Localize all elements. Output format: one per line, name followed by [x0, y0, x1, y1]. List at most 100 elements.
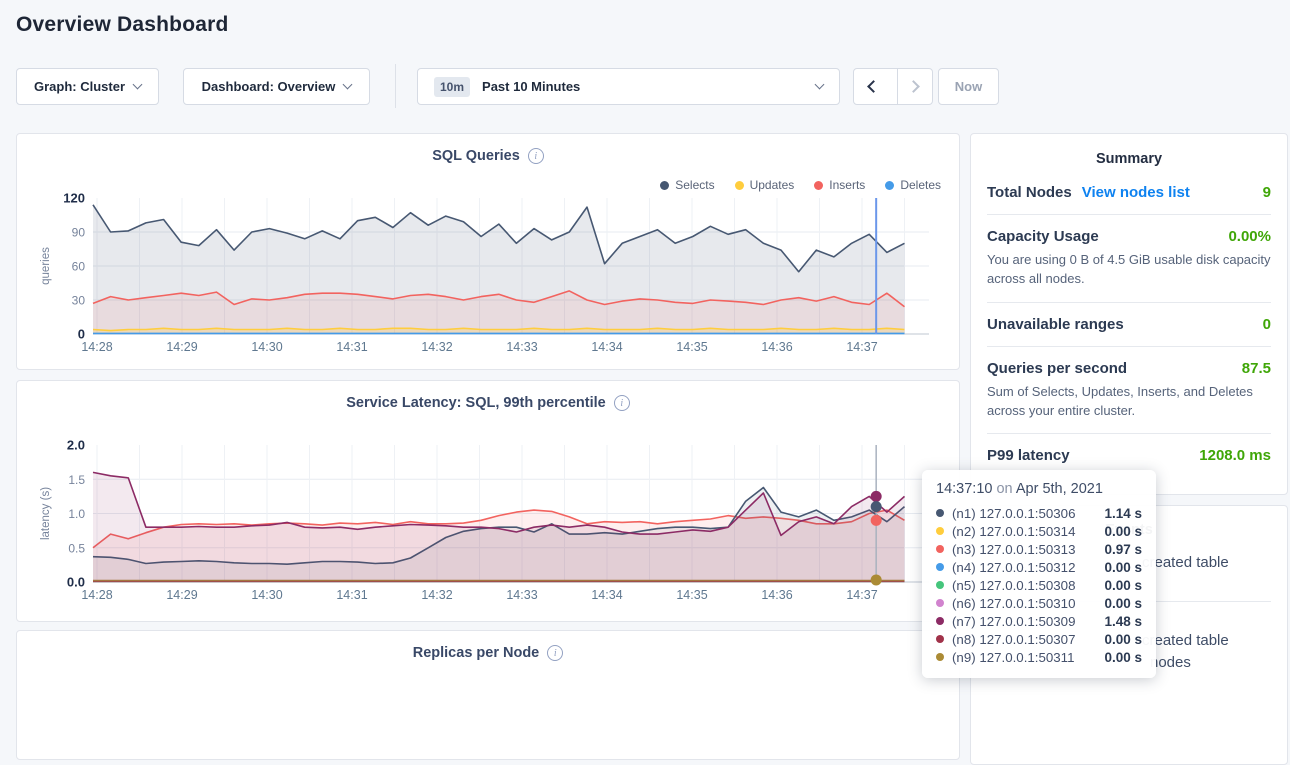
legend-item-selects: Selects — [660, 178, 715, 192]
sql-queries-chart[interactable]: 14:28 14:29 14:30 14:31 14:32 14:33 14:34 14:35… — [33, 188, 945, 358]
summary-title: Summary — [1095, 151, 1163, 167]
svg-text:14:29: 14:29 — [166, 588, 197, 602]
legend-dot — [885, 180, 895, 190]
svg-text:14:32: 14:32 — [421, 340, 452, 354]
tooltip-row: (n5) 127.0.0.1:50308 0.00 s — [936, 576, 1142, 594]
svg-text:0.0: 0.0 — [67, 575, 85, 590]
legend-dot — [814, 180, 824, 190]
time-step-buttons — [853, 68, 933, 105]
event-item[interactable]: nodes — [1150, 654, 1191, 671]
dashboard-label: Dashboard: Overview — [201, 79, 336, 94]
svg-text:14:34: 14:34 — [591, 340, 622, 354]
service-latency-title: Service Latency: SQL, 99th percentile — [346, 395, 606, 411]
series-dot — [936, 581, 944, 589]
legend-dot — [734, 180, 744, 190]
summary-label: Capacity Usage — [987, 228, 1099, 245]
tooltip-row: (n6) 127.0.0.1:50310 0.00 s — [936, 594, 1142, 612]
caret-left-icon — [866, 80, 880, 93]
replicas-per-node-title: Replicas per Node — [412, 645, 540, 661]
time-range-dropdown[interactable]: 10m Past 10 Minutes — [417, 68, 840, 105]
svg-text:14:35: 14:35 — [676, 588, 707, 602]
svg-text:14:37: 14:37 — [846, 588, 877, 602]
svg-text:1.0: 1.0 — [68, 507, 85, 521]
info-icon[interactable]: i — [547, 645, 564, 661]
chart-hover-tooltip: 14:37:10 on Apr 5th, 2021 (n1) 127.0.0.1… — [922, 470, 1156, 678]
svg-text:14:28: 14:28 — [81, 588, 112, 602]
now-button[interactable]: Now — [938, 68, 999, 105]
svg-text:30: 30 — [72, 294, 86, 308]
summary-description: You are using 0 B of 4.5 GiB usable disk… — [987, 252, 1271, 286]
time-range-label: Past 10 Minutes — [482, 79, 581, 94]
tooltip-row: (n3) 127.0.0.1:50313 0.97 s — [936, 540, 1142, 558]
svg-text:14:33: 14:33 — [506, 340, 537, 354]
tooltip-row: (n7) 127.0.0.1:50309 1.48 s — [936, 612, 1142, 630]
series-dot — [936, 545, 944, 553]
summary-panel: Summary Total Nodes View nodes list 9 Ca… — [970, 133, 1288, 495]
summary-value: 0.00% — [1228, 228, 1271, 245]
series-dot — [936, 599, 944, 607]
tooltip-row: (n2) 127.0.0.1:50314 0.00 s — [936, 522, 1142, 540]
series-dot — [936, 635, 944, 643]
tooltip-row: (n4) 127.0.0.1:50312 0.00 s — [936, 558, 1142, 576]
time-next-button[interactable] — [897, 69, 932, 104]
info-icon[interactable]: i — [527, 148, 544, 164]
legend-item-updates: Updates — [734, 178, 794, 192]
svg-text:1.5: 1.5 — [68, 473, 85, 487]
caret-right-icon — [906, 80, 920, 93]
info-icon[interactable]: i — [613, 395, 630, 411]
sql-queries-legend: Selects Updates Inserts Deletes — [660, 178, 941, 192]
view-nodes-list-link[interactable]: View nodes list — [1081, 184, 1190, 201]
chevron-down-icon — [132, 79, 143, 90]
overview-dashboard-page: { "header": { "title": "Overview Dashboa… — [16, 13, 1288, 765]
graph-scope-dropdown[interactable]: Graph: Cluster — [16, 68, 159, 105]
svg-text:90: 90 — [72, 226, 86, 240]
svg-text:14:29: 14:29 — [166, 340, 197, 354]
summary-value: 0 — [1262, 315, 1271, 333]
series-dot — [936, 527, 944, 535]
summary-label: P99 latency — [987, 447, 1070, 465]
svg-text:14:36: 14:36 — [761, 588, 792, 602]
series-dot — [936, 617, 944, 625]
svg-text:2.0: 2.0 — [67, 438, 85, 453]
tooltip-row: (n8) 127.0.0.1:50307 0.00 s — [936, 630, 1142, 648]
controls-divider — [395, 64, 396, 108]
tooltip-timestamp: 14:37:10 on Apr 5th, 2021 — [936, 481, 1103, 497]
svg-text:14:37: 14:37 — [846, 340, 877, 354]
service-latency-card: Service Latency: SQL, 99th percentile i … — [16, 380, 960, 622]
chevron-down-icon — [342, 79, 353, 90]
event-item[interactable]: created table — [1142, 632, 1229, 649]
chevron-down-icon — [814, 79, 825, 90]
svg-text:0.5: 0.5 — [68, 541, 85, 555]
service-latency-chart[interactable]: 14:28 14:29 14:30 14:31 14:32 14:33 14:34 14:35… — [33, 435, 945, 607]
svg-text:14:30: 14:30 — [251, 340, 282, 354]
time-range-badge: 10m — [434, 76, 471, 97]
svg-text:latency (s): latency (s) — [40, 487, 52, 540]
event-item[interactable]: created table — [1142, 554, 1229, 571]
summary-value: 1208.0 ms — [1199, 447, 1271, 465]
summary-row-qps: Queries per second 87.5 Sum of Selects, … — [987, 347, 1271, 435]
summary-row-capacity: Capacity Usage 0.00% You are using 0 B o… — [987, 215, 1271, 303]
summary-label: Total Nodes — [987, 184, 1072, 201]
tooltip-row: (n9) 127.0.0.1:50311 0.00 s — [936, 648, 1142, 666]
summary-row-p99: P99 latency 1208.0 ms — [987, 434, 1271, 477]
svg-text:14:28: 14:28 — [81, 340, 112, 354]
replicas-per-node-card: Replicas per Node i — [16, 630, 960, 760]
time-prev-button[interactable] — [854, 69, 888, 104]
legend-item-deletes: Deletes — [885, 178, 941, 192]
svg-text:14:36: 14:36 — [761, 340, 792, 354]
sql-queries-card: SQL Queries i Selects Updates Inserts De… — [16, 133, 960, 370]
summary-row-total-nodes: Total Nodes View nodes list 9 — [987, 171, 1271, 215]
svg-text:14:32: 14:32 — [421, 588, 452, 602]
summary-value: 9 — [1262, 184, 1271, 201]
summary-row-unavailable-ranges: Unavailable ranges 0 — [987, 303, 1271, 347]
svg-text:14:34: 14:34 — [591, 588, 622, 602]
svg-text:14:31: 14:31 — [336, 340, 367, 354]
dashboard-dropdown[interactable]: Dashboard: Overview — [183, 68, 370, 105]
svg-text:60: 60 — [72, 260, 86, 274]
summary-description: Sum of Selects, Updates, Inserts, and De… — [987, 383, 1253, 418]
series-dot — [936, 653, 944, 661]
summary-label: Unavailable ranges — [987, 315, 1124, 333]
summary-value: 87.5 — [1241, 359, 1271, 377]
svg-text:14:31: 14:31 — [336, 588, 367, 602]
tooltip-row: (n1) 127.0.0.1:50306 1.14 s — [936, 504, 1142, 522]
